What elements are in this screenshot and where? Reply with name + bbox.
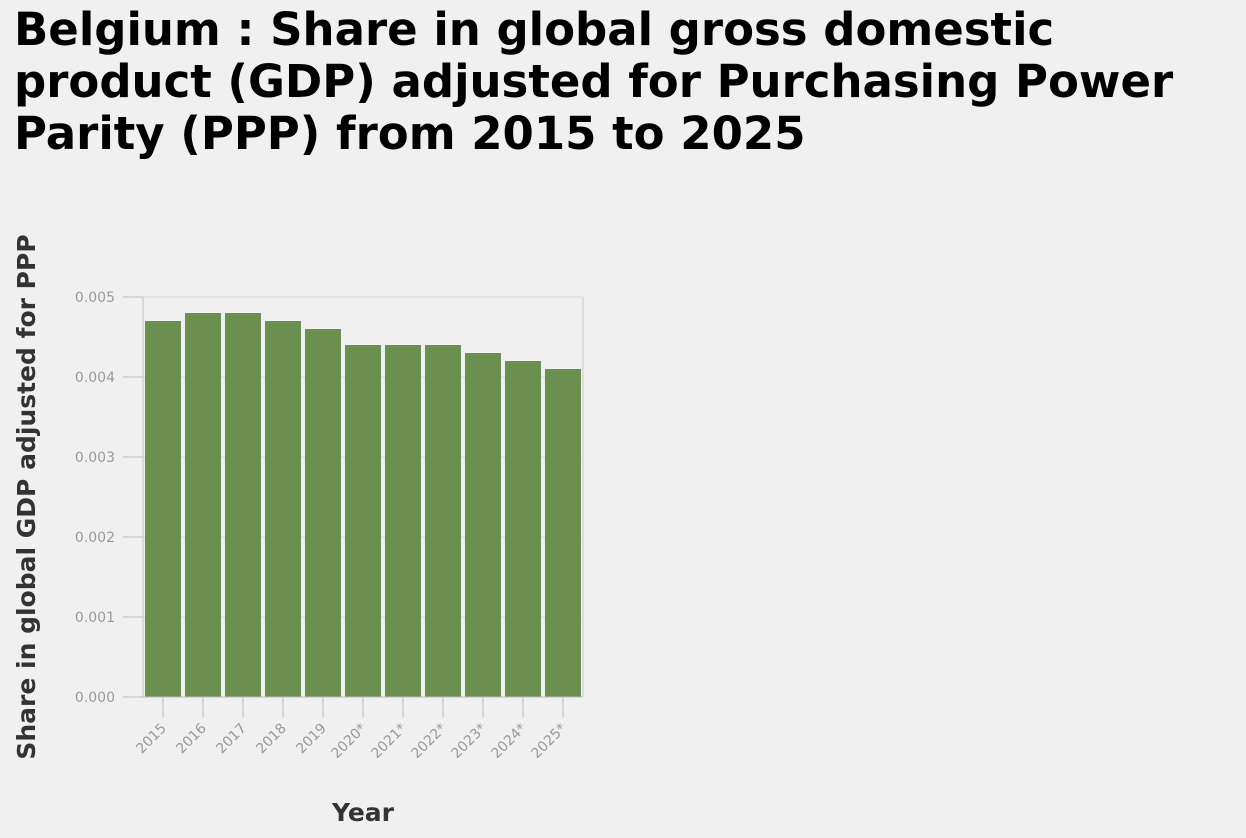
y-tick-label: 0.002 bbox=[75, 530, 115, 546]
bar-2023[interactable] bbox=[465, 353, 501, 697]
bar-2017[interactable] bbox=[225, 313, 261, 697]
y-tick-label: 0.004 bbox=[75, 370, 115, 386]
bar-2015[interactable] bbox=[145, 321, 181, 697]
x-tick-label: 2024* bbox=[488, 721, 529, 762]
x-tick-label: 2019 bbox=[293, 721, 330, 758]
y-tick-label: 0.000 bbox=[75, 690, 115, 706]
bar-2025[interactable] bbox=[545, 369, 581, 697]
y-axis-title: Share in global GDP adjusted for PPP bbox=[12, 234, 41, 759]
x-tick-label: 2020* bbox=[328, 721, 369, 762]
x-tick-label: 2017 bbox=[213, 721, 250, 758]
x-tick-label: 2021* bbox=[368, 721, 409, 762]
y-tick-label: 0.003 bbox=[75, 450, 115, 466]
bar-2016[interactable] bbox=[185, 313, 221, 697]
y-tick-label: 0.001 bbox=[75, 610, 115, 626]
chart-title: Belgium : Share in global gross domestic… bbox=[14, 3, 1174, 160]
x-tick-label: 2023* bbox=[448, 721, 489, 762]
x-tick-label: 2016 bbox=[173, 720, 210, 757]
bars bbox=[145, 313, 581, 697]
bar-2018[interactable] bbox=[265, 321, 301, 697]
bar-2024[interactable] bbox=[505, 361, 541, 697]
x-tick-label: 2025* bbox=[528, 721, 569, 762]
bar-2020[interactable] bbox=[345, 345, 381, 697]
x-axis-title: Year bbox=[331, 798, 395, 827]
bar-2022[interactable] bbox=[425, 345, 461, 697]
y-tick-label: 0.005 bbox=[75, 290, 115, 306]
x-tick-label: 2018 bbox=[253, 721, 290, 758]
bar-2021[interactable] bbox=[385, 345, 421, 697]
bar-2019[interactable] bbox=[305, 329, 341, 697]
x-tick-label: 2022* bbox=[408, 721, 449, 762]
x-tick-label: 2015 bbox=[133, 721, 170, 758]
